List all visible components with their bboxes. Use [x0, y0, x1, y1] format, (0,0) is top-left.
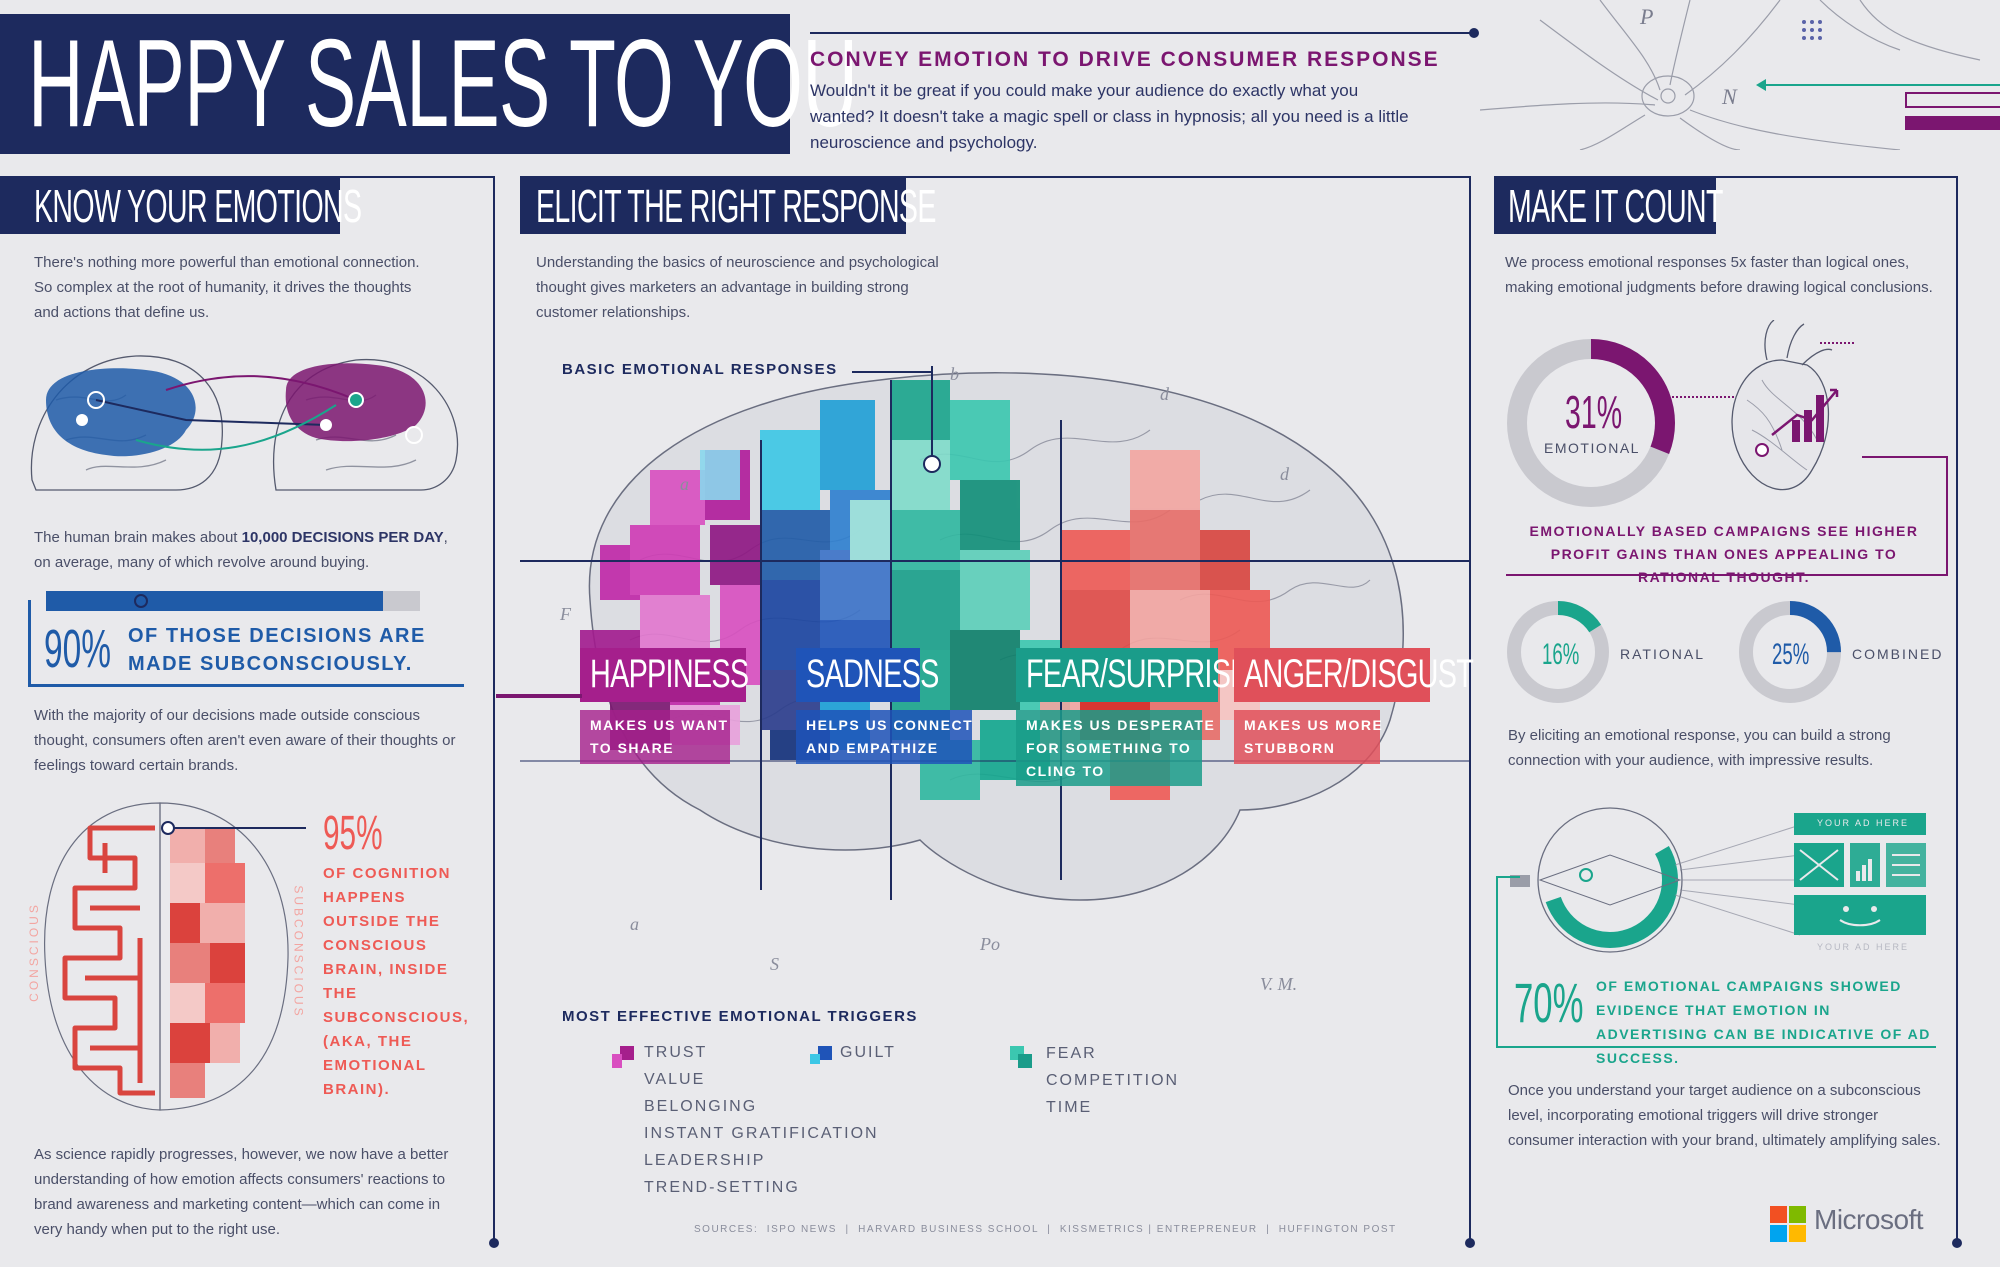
emotion-sadness-sub-1: HELPS US CONNECT [806, 717, 974, 733]
left-p1: There's nothing more powerful than emoti… [34, 254, 420, 321]
eye-illustration [1510, 807, 1926, 953]
right-heading: MAKE IT COUNT [1508, 180, 1723, 232]
stat-70-value: 70% [1514, 971, 1584, 1034]
trigger-icon-happiness [612, 1046, 634, 1068]
emotion-fear-sub-2: FOR SOMETHING TO [1026, 740, 1192, 756]
triggers-label: MOST EFFECTIVE EMOTIONAL TRIGGERS [562, 1008, 918, 1025]
title-banner: HAPPY SALES TO YOU [0, 14, 858, 154]
stat-70-label: OF EMOTIONAL CAMPAIGNS SHOWED EVIDENCE T… [1596, 978, 1931, 1066]
intro-heading: CONVEY EMOTION TO DRIVE CONSUMER RESPONS… [810, 48, 1440, 71]
rational-donut [1507, 601, 1609, 703]
triggers-col3: FEAR COMPETITION TIME [1046, 1040, 1179, 1121]
emotion-happiness-title: HAPPINESS [590, 652, 749, 696]
sources: SOURCES: ISPO NEWS | HARVARD BUSINESS SC… [694, 1224, 1397, 1235]
right-p3: Once you understand your target audience… [1508, 1082, 1941, 1149]
grid-icon [1802, 20, 1822, 40]
emotional-donut [1507, 339, 1675, 507]
profit-text: EMOTIONALLY BASED CAMPAIGNS SEE HIGHER P… [1529, 523, 1919, 585]
trigger-item: INSTANT GRATIFICATION [644, 1125, 879, 1142]
svg-text:F: F [559, 604, 572, 624]
trigger-item: TIME [1046, 1099, 1093, 1116]
middle-heading: ELICIT THE RIGHT RESPONSE [536, 180, 936, 232]
rational-value: 16% [1542, 638, 1580, 671]
microsoft-logo [1770, 1206, 1806, 1242]
stat-95-label: OF COGNITION HAPPENS OUTSIDE THE CONSCIO… [323, 865, 470, 1098]
svg-text:b: b [950, 364, 959, 384]
trigger-item: VALUE [644, 1071, 706, 1088]
triggers-col1: TRUST VALUE BELONGING INSTANT GRATIFICAT… [644, 1039, 879, 1201]
svg-text:Po: Po [979, 934, 1000, 954]
combined-value: 25% [1772, 638, 1810, 671]
triggers-col2: GUILT [840, 1039, 896, 1066]
emotion-anger-sub-1: MAKES US MORE [1244, 717, 1384, 733]
right-p1: We process emotional responses 5x faster… [1505, 254, 1933, 296]
trigger-item: GUILT [840, 1044, 896, 1061]
emotional-value: 31% [1565, 386, 1623, 438]
trigger-item: FEAR [1046, 1045, 1097, 1062]
stat-90-label: OF THOSE DECISIONS ARE MADE SUBCONSCIOUS… [128, 625, 426, 675]
conscious-label: CONSCIOUS [26, 902, 41, 1002]
emotion-fear-title: FEAR/SURPRISE [1026, 652, 1249, 696]
middle-heading-box: ELICIT THE RIGHT RESPONSE [520, 176, 936, 234]
emotional-label: EMOTIONAL [1544, 440, 1640, 456]
page-title: HAPPY SALES TO YOU [28, 15, 858, 153]
middle-p1: Understanding the basics of neuroscience… [536, 254, 939, 321]
left-heading-box: KNOW YOUR EMOTIONS [0, 176, 362, 234]
svg-text:N: N [1721, 84, 1738, 109]
emotion-happiness-sub-1: MAKES US WANT [590, 717, 729, 733]
combined-label: COMBINED [1852, 646, 1944, 662]
right-heading-box: MAKE IT COUNT [1494, 176, 1723, 234]
svg-text:d: d [1280, 464, 1290, 484]
ad-label-top: YOUR AD HERE [1816, 818, 1909, 828]
neuron-sketch: P N [1480, 0, 1981, 150]
left-p2: The human brain makes about 10,000 DECIS… [34, 529, 448, 571]
trigger-item: COMPETITION [1046, 1072, 1180, 1089]
heart-illustration [1731, 320, 1839, 491]
purple-stripes [1905, 92, 2000, 136]
subconscious-label: SUBCONSCIOUS [291, 885, 306, 1019]
combined-donut [1739, 601, 1841, 703]
rational-label: RATIONAL [1620, 646, 1705, 662]
right-p2: By eliciting an emotional response, you … [1508, 727, 1891, 769]
trigger-icon-sadness [810, 1046, 832, 1068]
trigger-icon-fear [1010, 1046, 1032, 1068]
svg-text:V. M.: V. M. [1260, 974, 1297, 994]
stat-90-value: 90% [44, 619, 112, 679]
trigger-item: BELONGING [644, 1098, 758, 1115]
maze-brain-illustration [43, 802, 289, 1111]
stat-95-value: 95% [323, 807, 383, 860]
svg-text:P: P [1639, 4, 1653, 29]
arrow-accent [1762, 84, 2000, 86]
trigger-item: TRUST [644, 1044, 708, 1061]
emotion-sadness-title: SADNESS [806, 652, 939, 696]
svg-text:S: S [770, 954, 779, 974]
emotion-happiness-sub-2: TO SHARE [590, 740, 675, 756]
basic-responses-label: BASIC EMOTIONAL RESPONSES [562, 361, 838, 378]
brain-pair-illustration [30, 355, 459, 491]
intro-text: Wouldn't it be great if you could make y… [810, 81, 1409, 152]
emotion-anger-sub-2: STUBBORN [1244, 740, 1336, 756]
left-p4: As science rapidly progresses, however, … [34, 1146, 449, 1238]
svg-text:a: a [630, 914, 639, 934]
svg-text:d: d [1160, 384, 1170, 404]
svg-text:a: a [680, 474, 689, 494]
ad-label-bottom: YOUR AD HERE [1816, 942, 1909, 952]
emotion-fear-sub-3: CLING TO [1026, 763, 1105, 779]
brand-name: Microsoft [1814, 1204, 1924, 1235]
emotion-fear-sub-1: MAKES US DESPERATE [1026, 717, 1216, 733]
emotion-sadness-sub-2: AND EMPATHIZE [806, 740, 939, 756]
trigger-item: TREND-SETTING [644, 1179, 800, 1196]
left-p3: With the majority of our decisions made … [34, 707, 456, 774]
decision-bar-fill [46, 591, 383, 611]
emotion-anger-title: ANGER/DISGUST [1244, 652, 1474, 696]
trigger-item: LEADERSHIP [644, 1152, 766, 1169]
left-heading: KNOW YOUR EMOTIONS [34, 180, 362, 232]
